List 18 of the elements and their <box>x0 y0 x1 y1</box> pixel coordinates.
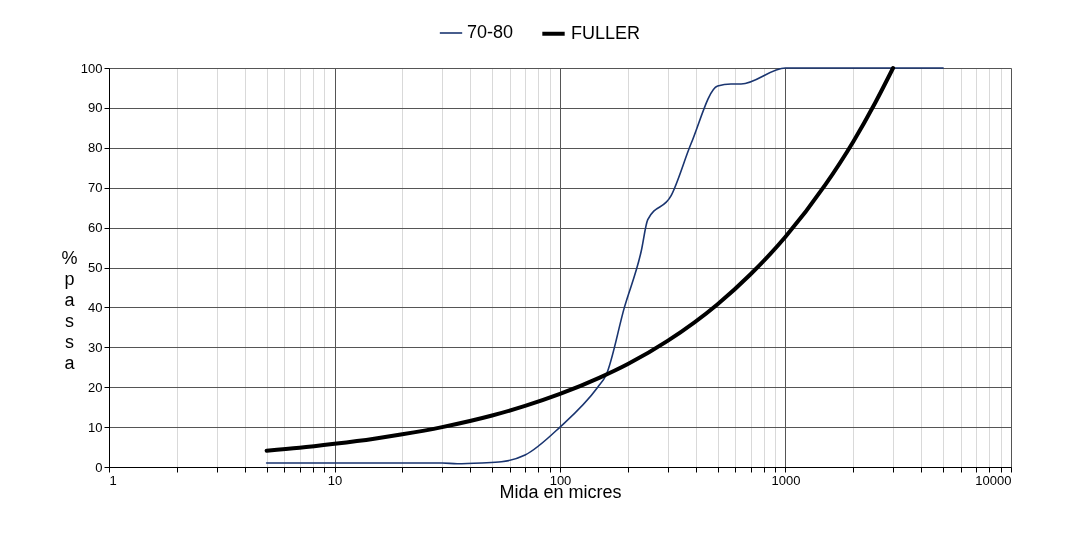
y-tick-label: 70 <box>88 180 103 196</box>
x-tick-label: 10000 <box>975 472 1012 488</box>
y-tick-label: 20 <box>88 379 103 395</box>
y-tick-label: 100 <box>80 60 103 76</box>
y-tick-label: 90 <box>88 100 103 116</box>
y-tick-label: 40 <box>88 299 103 315</box>
y-axis-title: %passa <box>61 247 78 373</box>
x-tick-label: 1000 <box>771 472 801 488</box>
legend-label: FULLER <box>571 22 641 43</box>
y-tick-label: 0 <box>95 459 103 475</box>
y-tick-label: 30 <box>88 339 103 355</box>
legend-label: 70-80 <box>467 22 514 42</box>
y-tick-label: 60 <box>88 220 103 236</box>
y-tick-label: 50 <box>88 260 103 275</box>
x-tick-label: 1 <box>109 472 117 488</box>
x-tick-label: 10 <box>327 472 343 488</box>
y-tick-label: 80 <box>88 140 103 156</box>
y-tick-label: 10 <box>88 419 103 435</box>
